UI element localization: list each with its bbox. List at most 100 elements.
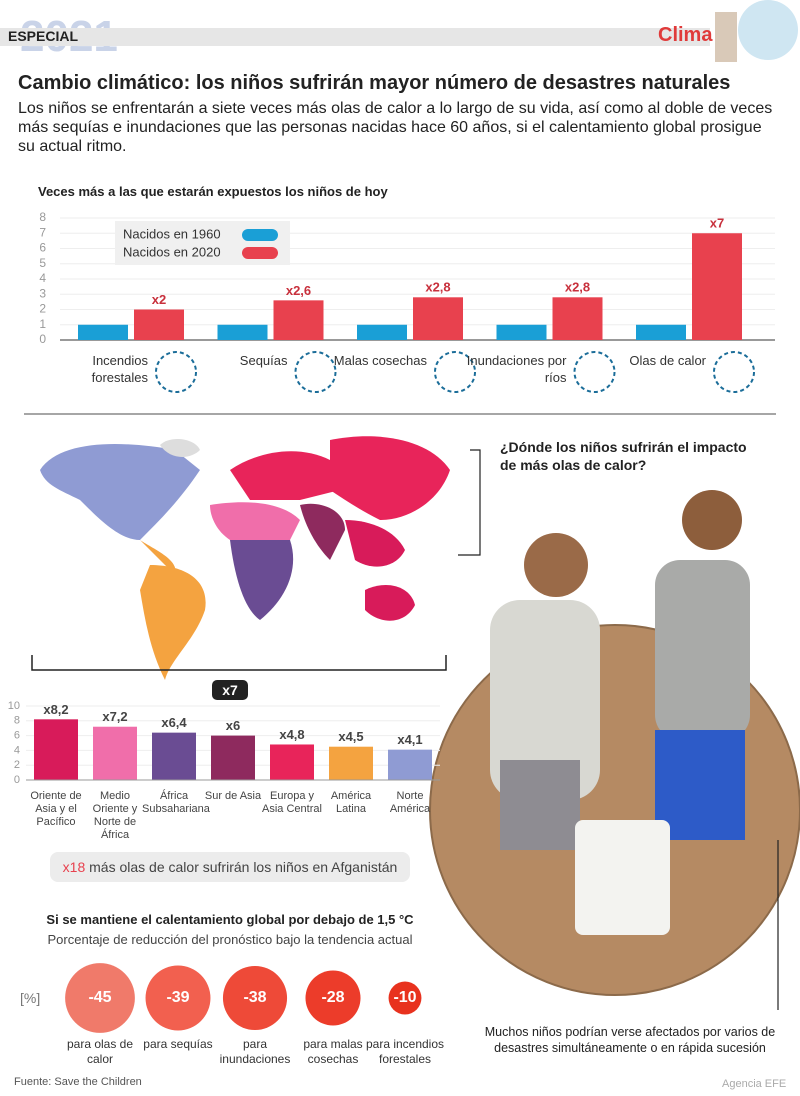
chart-title: Veces más a las que estarán expuestos lo… [38,184,388,199]
map-factor-box [212,680,248,700]
y-tick-label: 5 [39,256,46,270]
bar [552,297,603,340]
bubble-label: -10 [393,989,416,1006]
y-tick-label: 8 [14,715,20,727]
category-icon [155,351,197,393]
y-tick-label: 8 [39,210,46,224]
bar [134,309,184,340]
category-label: para sequías [143,1037,213,1051]
category-label: Inundaciones por ríos [466,353,567,385]
kicker: ESPECIAL [8,28,79,44]
category-label: para malas cosechas [303,1037,363,1066]
value-label: x4,5 [338,729,363,744]
bubble [65,963,135,1033]
y-tick-label: 7 [39,225,46,239]
bubble-label: -28 [321,989,344,1006]
bubble [145,965,211,1031]
bar [152,732,196,780]
category-icon [294,351,337,393]
bar [692,233,742,340]
photo [429,490,800,996]
category-label: África Subsahariana [142,790,210,815]
afghanistan-text: más olas de calor sufrirán los niños en … [89,859,398,875]
photo-caption: Muchos niños podrían verse afectados por… [484,1025,776,1055]
legend-swatch [242,229,278,241]
value-label: x2,8 [425,280,450,295]
y-tick-label: 4 [39,271,46,285]
value-label: x7 [710,216,724,231]
category-label: Norte América [389,790,431,815]
category-icon [713,351,755,393]
category-label: Medio Oriente y Norte de África [92,790,138,841]
unit-label: [%] [20,990,41,1006]
category-label: Europa y Asia Central [262,790,322,815]
map-factor: x7 [222,682,238,698]
y-tick-label: 1 [39,317,46,331]
value-label: x2,6 [286,283,311,298]
y-tick-label: 2 [39,302,46,316]
globe-icon [738,0,798,60]
y-tick-label: 6 [14,730,20,742]
map-question: ¿Dónde los niños sufrirán el impacto de … [500,439,747,473]
bar [496,324,547,340]
bar [211,735,255,780]
map-pointer [458,449,481,556]
legend-label: Nacidos en 2020 [123,244,221,259]
category-label: Malas cosechas [333,353,427,368]
title: Cambio climático: los niños sufrirán may… [18,72,731,94]
y-tick-label: 2 [14,759,20,771]
value-label: x6,4 [161,715,187,730]
bubble-label: -38 [243,989,266,1006]
y-tick-label: 4 [14,744,20,756]
afghanistan-note: x18 más olas de calor sufrirán los niños… [50,859,410,875]
bubble-label: -45 [88,989,111,1006]
thermometer [715,12,737,62]
section: Clima [658,24,713,46]
bar [93,726,137,780]
value-label: x4,1 [397,732,422,747]
legend-label: Nacidos en 1960 [123,226,221,241]
legend-swatch [242,247,278,259]
y-tick-label: 3 [39,286,46,300]
value-label: x8,2 [43,702,68,717]
y-tick-label: 10 [8,700,20,712]
category-label: América Latina [330,790,372,815]
bar [413,297,463,340]
value-label: x4,8 [279,727,304,742]
bar [217,324,268,340]
y-tick-label: 0 [39,332,46,346]
bar [388,749,432,780]
category-label: para inundaciones [219,1037,291,1066]
value-label: x2 [152,292,166,307]
bubble [222,965,288,1031]
category-icon [434,351,476,393]
value-label: x7,2 [102,709,127,724]
y-tick-label: 6 [39,241,46,255]
world-map [40,436,450,680]
bar [636,324,686,340]
bar [329,746,373,780]
subtitle: Los niños se enfrentarán a siete veces m… [18,100,773,155]
bubble [388,981,422,1015]
category-label: Incendios forestales [91,353,148,385]
header-band [0,28,710,46]
bar [270,744,314,780]
bar [357,324,407,340]
category-label: para olas de calor [66,1037,134,1066]
bubble-label: -39 [166,989,189,1006]
source: Fuente: Save the Children [14,1076,142,1088]
category-label: para incendios forestales [365,1037,445,1066]
category-label: Sequías [239,353,288,368]
value-label: x2,8 [565,280,590,295]
afghanistan-band [50,852,410,882]
chart-title: Si se mantiene el calentamiento global p… [46,912,414,927]
chart-subtitle: Porcentaje de reducción del pronóstico b… [47,932,413,947]
bar [273,300,324,340]
category-label: Olas de calor [629,353,706,368]
category-label: Sur de Asia [204,790,262,802]
bubble [305,970,361,1026]
category-label: Oriente de Asia y el Pacífico [30,790,82,828]
bar [34,719,78,780]
